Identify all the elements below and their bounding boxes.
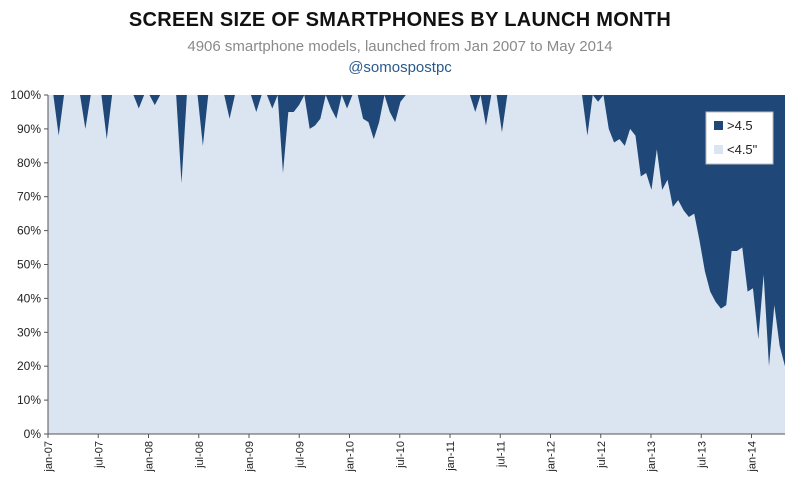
- chart-title: SCREEN SIZE OF SMARTPHONES BY LAUNCH MON…: [128, 9, 672, 31]
- y-tick-label: 80%: [17, 156, 41, 170]
- chart-subtitle: 4906 smartphone models, launched from Ja…: [187, 38, 613, 55]
- x-tick-label: jan-12: [546, 441, 558, 473]
- y-tick-label: 0%: [24, 427, 42, 441]
- y-tick-label: 30%: [17, 325, 41, 339]
- y-tick-label: 100%: [10, 88, 41, 102]
- x-tick-label: jan-11: [445, 441, 457, 472]
- x-tick-label: jul-08: [194, 441, 206, 469]
- author-handle: @somospostpc: [348, 59, 452, 76]
- x-tick-label: jul-10: [395, 441, 407, 469]
- x-tick-label: jan-13: [646, 441, 658, 473]
- x-tick-label: jul-09: [294, 441, 306, 469]
- x-tick-label: jan-14: [747, 441, 759, 473]
- x-tick-label: jul-11: [495, 441, 507, 468]
- x-tick-label: jan-10: [345, 441, 357, 473]
- x-tick-label: jan-07: [43, 441, 55, 473]
- y-tick-label: 70%: [17, 190, 41, 204]
- x-tick-label: jul-07: [93, 441, 105, 469]
- y-tick-label: 10%: [17, 393, 41, 407]
- x-tick-label: jan-08: [144, 441, 156, 473]
- y-tick-label: 50%: [17, 258, 41, 272]
- y-tick-label: 20%: [17, 359, 41, 373]
- y-tick-label: 90%: [17, 122, 41, 136]
- legend-label-small: <4.5": [727, 142, 758, 157]
- legend-label-large: >4.5: [727, 118, 753, 133]
- legend-swatch-small: [714, 145, 723, 154]
- legend-swatch-large: [714, 121, 723, 130]
- y-tick-label: 40%: [17, 291, 41, 305]
- y-tick-label: 60%: [17, 224, 41, 238]
- x-tick-label: jul-12: [596, 441, 608, 469]
- x-tick-label: jan-09: [244, 441, 256, 473]
- legend-box: [705, 111, 774, 165]
- x-tick-label: jul-13: [696, 441, 708, 469]
